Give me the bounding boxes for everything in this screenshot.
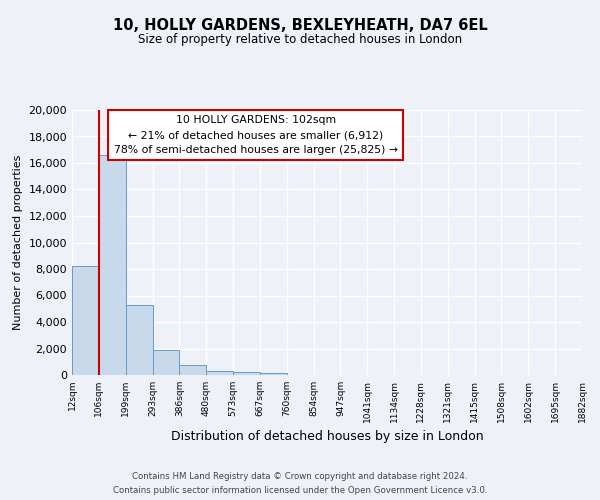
X-axis label: Distribution of detached houses by size in London: Distribution of detached houses by size … [170, 430, 484, 444]
Bar [152, 350, 179, 375]
Bar [125, 305, 152, 375]
Text: Contains public sector information licensed under the Open Government Licence v3: Contains public sector information licen… [113, 486, 487, 495]
Bar [179, 365, 206, 375]
Text: Size of property relative to detached houses in London: Size of property relative to detached ho… [138, 32, 462, 46]
Bar [260, 373, 287, 375]
Bar [72, 266, 99, 375]
Bar [206, 371, 233, 375]
Text: 10 HOLLY GARDENS: 102sqm
← 21% of detached houses are smaller (6,912)
78% of sem: 10 HOLLY GARDENS: 102sqm ← 21% of detach… [113, 116, 398, 155]
Bar [99, 155, 125, 375]
Bar [233, 372, 260, 375]
Text: 10, HOLLY GARDENS, BEXLEYHEATH, DA7 6EL: 10, HOLLY GARDENS, BEXLEYHEATH, DA7 6EL [113, 18, 487, 32]
Text: Contains HM Land Registry data © Crown copyright and database right 2024.: Contains HM Land Registry data © Crown c… [132, 472, 468, 481]
Y-axis label: Number of detached properties: Number of detached properties [13, 155, 23, 330]
